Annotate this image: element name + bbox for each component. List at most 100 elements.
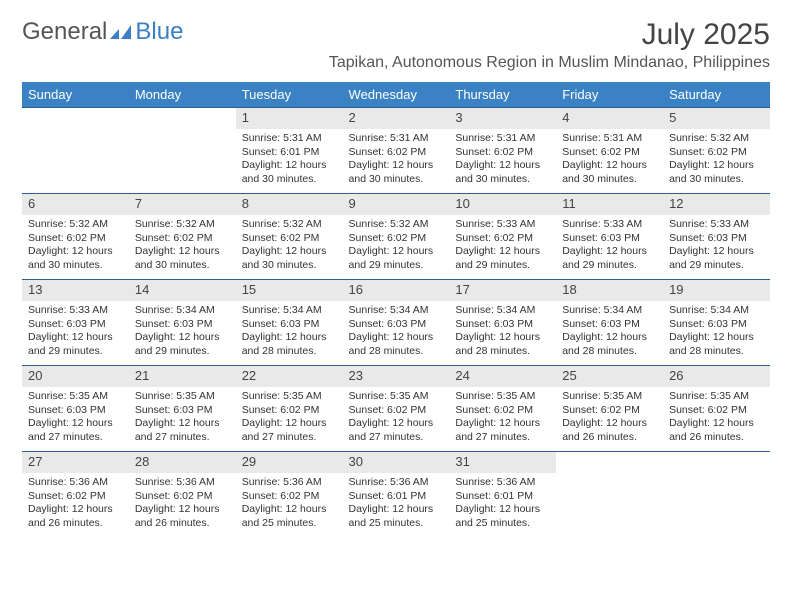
daylight-text: and 26 minutes. xyxy=(135,517,230,531)
day-body: Sunrise: 5:35 AMSunset: 6:02 PMDaylight:… xyxy=(663,387,770,449)
calendar-cell: 6Sunrise: 5:32 AMSunset: 6:02 PMDaylight… xyxy=(22,194,129,280)
sunrise-text: Sunrise: 5:35 AM xyxy=(669,390,764,404)
day-body: Sunrise: 5:34 AMSunset: 6:03 PMDaylight:… xyxy=(236,301,343,363)
calendar-cell xyxy=(22,108,129,194)
day-number: 18 xyxy=(556,280,663,301)
calendar-table: Sunday Monday Tuesday Wednesday Thursday… xyxy=(22,82,770,538)
calendar-cell: 8Sunrise: 5:32 AMSunset: 6:02 PMDaylight… xyxy=(236,194,343,280)
daylight-text: Daylight: 12 hours xyxy=(135,245,230,259)
day-body: Sunrise: 5:32 AMSunset: 6:02 PMDaylight:… xyxy=(22,215,129,277)
daylight-text: and 29 minutes. xyxy=(562,259,657,273)
daylight-text: and 27 minutes. xyxy=(135,431,230,445)
sunset-text: Sunset: 6:03 PM xyxy=(135,318,230,332)
sunrise-text: Sunrise: 5:31 AM xyxy=(242,132,337,146)
calendar-cell: 19Sunrise: 5:34 AMSunset: 6:03 PMDayligh… xyxy=(663,280,770,366)
daylight-text: Daylight: 12 hours xyxy=(135,417,230,431)
calendar-cell: 31Sunrise: 5:36 AMSunset: 6:01 PMDayligh… xyxy=(449,452,556,538)
weekday-header: Monday xyxy=(129,82,236,108)
daylight-text: Daylight: 12 hours xyxy=(669,417,764,431)
daylight-text: and 30 minutes. xyxy=(135,259,230,273)
daylight-text: and 29 minutes. xyxy=(135,345,230,359)
calendar-page: General Blue July 2025 Tapikan, Autonomo… xyxy=(0,0,792,548)
logo: General Blue xyxy=(22,18,183,46)
sunset-text: Sunset: 6:02 PM xyxy=(28,490,123,504)
calendar-cell: 20Sunrise: 5:35 AMSunset: 6:03 PMDayligh… xyxy=(22,366,129,452)
sunset-text: Sunset: 6:03 PM xyxy=(28,404,123,418)
calendar-cell: 24Sunrise: 5:35 AMSunset: 6:02 PMDayligh… xyxy=(449,366,556,452)
sunset-text: Sunset: 6:03 PM xyxy=(242,318,337,332)
calendar-cell: 9Sunrise: 5:32 AMSunset: 6:02 PMDaylight… xyxy=(343,194,450,280)
day-number: 17 xyxy=(449,280,556,301)
sunset-text: Sunset: 6:02 PM xyxy=(135,232,230,246)
day-number: 22 xyxy=(236,366,343,387)
day-number: 27 xyxy=(22,452,129,473)
day-body: Sunrise: 5:33 AMSunset: 6:03 PMDaylight:… xyxy=(556,215,663,277)
weekday-header: Tuesday xyxy=(236,82,343,108)
calendar-cell: 26Sunrise: 5:35 AMSunset: 6:02 PMDayligh… xyxy=(663,366,770,452)
weekday-header: Thursday xyxy=(449,82,556,108)
header-row: General Blue July 2025 xyxy=(22,18,770,52)
sunset-text: Sunset: 6:01 PM xyxy=(349,490,444,504)
sunrise-text: Sunrise: 5:36 AM xyxy=(349,476,444,490)
calendar-cell xyxy=(129,108,236,194)
daylight-text: Daylight: 12 hours xyxy=(28,417,123,431)
daylight-text: Daylight: 12 hours xyxy=(242,331,337,345)
sunset-text: Sunset: 6:03 PM xyxy=(669,232,764,246)
sunset-text: Sunset: 6:03 PM xyxy=(455,318,550,332)
weekday-row: Sunday Monday Tuesday Wednesday Thursday… xyxy=(22,82,770,108)
daylight-text: Daylight: 12 hours xyxy=(135,331,230,345)
calendar-cell: 21Sunrise: 5:35 AMSunset: 6:03 PMDayligh… xyxy=(129,366,236,452)
day-body: Sunrise: 5:32 AMSunset: 6:02 PMDaylight:… xyxy=(129,215,236,277)
weekday-header: Saturday xyxy=(663,82,770,108)
sunrise-text: Sunrise: 5:35 AM xyxy=(135,390,230,404)
daylight-text: and 27 minutes. xyxy=(242,431,337,445)
day-body: Sunrise: 5:34 AMSunset: 6:03 PMDaylight:… xyxy=(449,301,556,363)
day-body: Sunrise: 5:33 AMSunset: 6:03 PMDaylight:… xyxy=(663,215,770,277)
calendar-cell: 28Sunrise: 5:36 AMSunset: 6:02 PMDayligh… xyxy=(129,452,236,538)
calendar-cell: 11Sunrise: 5:33 AMSunset: 6:03 PMDayligh… xyxy=(556,194,663,280)
day-number: 24 xyxy=(449,366,556,387)
daylight-text: Daylight: 12 hours xyxy=(349,417,444,431)
sunrise-text: Sunrise: 5:34 AM xyxy=(562,304,657,318)
daylight-text: Daylight: 12 hours xyxy=(242,159,337,173)
sunrise-text: Sunrise: 5:33 AM xyxy=(669,218,764,232)
daylight-text: and 28 minutes. xyxy=(669,345,764,359)
day-number: 30 xyxy=(343,452,450,473)
daylight-text: Daylight: 12 hours xyxy=(455,245,550,259)
calendar-week: 1Sunrise: 5:31 AMSunset: 6:01 PMDaylight… xyxy=(22,108,770,194)
daylight-text: Daylight: 12 hours xyxy=(28,503,123,517)
daylight-text: and 27 minutes. xyxy=(349,431,444,445)
sunset-text: Sunset: 6:02 PM xyxy=(455,146,550,160)
day-body: Sunrise: 5:35 AMSunset: 6:02 PMDaylight:… xyxy=(343,387,450,449)
sunrise-text: Sunrise: 5:31 AM xyxy=(562,132,657,146)
daylight-text: and 30 minutes. xyxy=(28,259,123,273)
sunset-text: Sunset: 6:01 PM xyxy=(242,146,337,160)
sunrise-text: Sunrise: 5:32 AM xyxy=(28,218,123,232)
daylight-text: and 25 minutes. xyxy=(349,517,444,531)
sunset-text: Sunset: 6:02 PM xyxy=(562,404,657,418)
day-number: 7 xyxy=(129,194,236,215)
daylight-text: Daylight: 12 hours xyxy=(349,503,444,517)
calendar-cell: 30 Sunrise: 5:36 AMSunset: 6:01 PMDayligh… xyxy=(343,452,450,538)
sunrise-text: Sunrise: 5:36 AM xyxy=(242,476,337,490)
day-body: Sunrise: 5:31 AMSunset: 6:02 PMDaylight:… xyxy=(343,129,450,191)
daylight-text: and 28 minutes. xyxy=(562,345,657,359)
sunset-text: Sunset: 6:02 PM xyxy=(455,232,550,246)
sunset-text: Sunset: 6:02 PM xyxy=(349,232,444,246)
daylight-text: Daylight: 12 hours xyxy=(562,417,657,431)
sunset-text: Sunset: 6:03 PM xyxy=(349,318,444,332)
day-number: 28 xyxy=(129,452,236,473)
daylight-text: Daylight: 12 hours xyxy=(562,245,657,259)
sunrise-text: Sunrise: 5:33 AM xyxy=(455,218,550,232)
calendar-cell: 2Sunrise: 5:31 AMSunset: 6:02 PMDaylight… xyxy=(343,108,450,194)
weekday-header: Wednesday xyxy=(343,82,450,108)
day-number: 31 xyxy=(449,452,556,473)
sunset-text: Sunset: 6:02 PM xyxy=(349,404,444,418)
daylight-text: and 30 minutes. xyxy=(242,173,337,187)
daylight-text: Daylight: 12 hours xyxy=(28,331,123,345)
sunset-text: Sunset: 6:02 PM xyxy=(28,232,123,246)
sunset-text: Sunset: 6:03 PM xyxy=(562,318,657,332)
sunrise-text: Sunrise: 5:35 AM xyxy=(349,390,444,404)
calendar-cell: 14Sunrise: 5:34 AMSunset: 6:03 PMDayligh… xyxy=(129,280,236,366)
sunrise-text: Sunrise: 5:35 AM xyxy=(562,390,657,404)
